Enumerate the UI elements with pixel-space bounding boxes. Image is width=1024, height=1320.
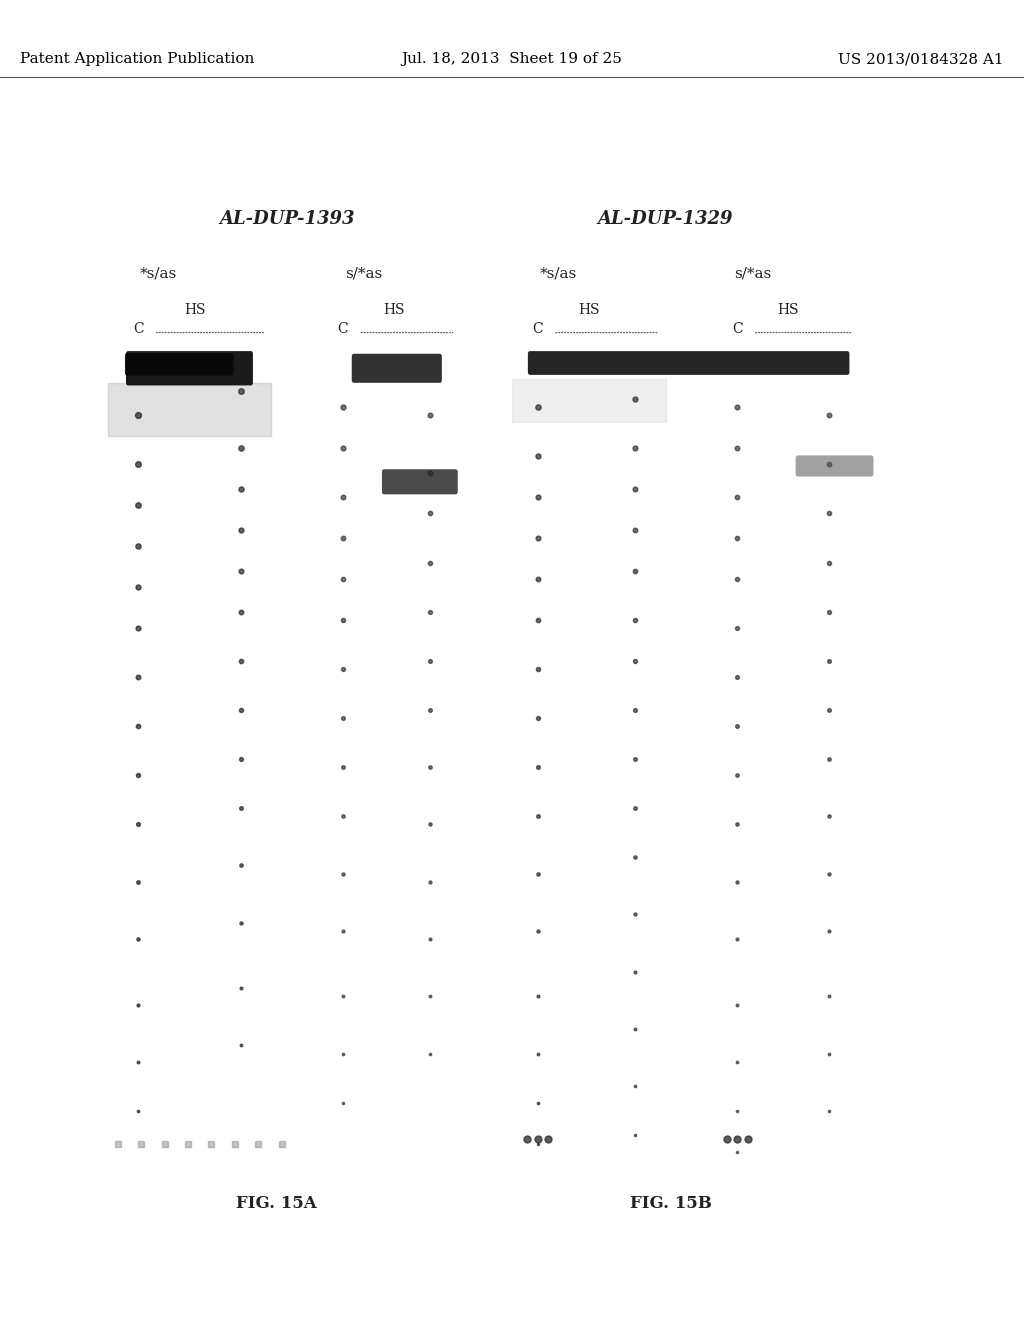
FancyBboxPatch shape xyxy=(125,352,233,375)
Text: HS: HS xyxy=(778,304,799,317)
Text: *s/as: *s/as xyxy=(140,267,177,280)
Text: US 2013/0184328 A1: US 2013/0184328 A1 xyxy=(838,53,1004,66)
FancyBboxPatch shape xyxy=(126,351,253,385)
Text: AL-DUP-1393: AL-DUP-1393 xyxy=(219,210,354,228)
Text: s/*as: s/*as xyxy=(734,267,771,280)
FancyBboxPatch shape xyxy=(352,354,442,383)
Text: HS: HS xyxy=(184,304,205,317)
Text: HS: HS xyxy=(579,304,599,317)
Text: AL-DUP-1329: AL-DUP-1329 xyxy=(598,210,733,228)
Text: C: C xyxy=(338,322,348,335)
Text: C: C xyxy=(133,322,143,335)
Text: C: C xyxy=(532,322,543,335)
FancyBboxPatch shape xyxy=(528,351,849,375)
Text: C: C xyxy=(732,322,742,335)
Text: *s/as: *s/as xyxy=(540,267,577,280)
FancyBboxPatch shape xyxy=(796,455,873,477)
Text: Patent Application Publication: Patent Application Publication xyxy=(20,53,255,66)
Text: s/*as: s/*as xyxy=(345,267,382,280)
Text: FIG. 15A: FIG. 15A xyxy=(237,1195,316,1212)
Text: Jul. 18, 2013  Sheet 19 of 25: Jul. 18, 2013 Sheet 19 of 25 xyxy=(401,53,623,66)
Text: HS: HS xyxy=(384,304,404,317)
FancyBboxPatch shape xyxy=(382,469,458,494)
Text: FIG. 15B: FIG. 15B xyxy=(630,1195,712,1212)
